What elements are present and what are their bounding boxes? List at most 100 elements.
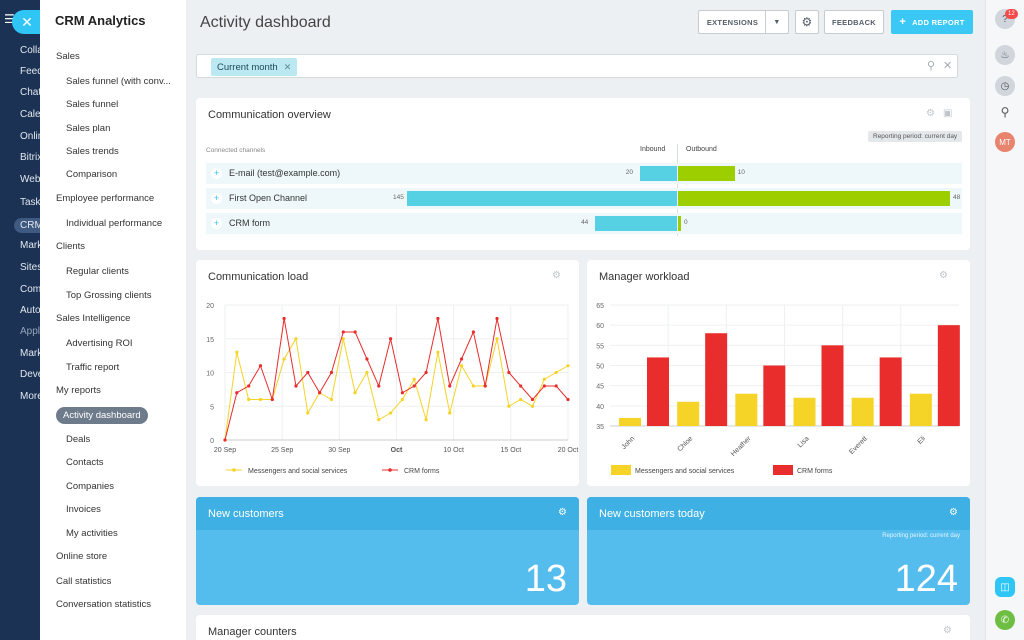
- clear-icon[interactable]: ✕: [943, 60, 953, 72]
- feedback-button[interactable]: FEEDBACK: [824, 10, 884, 34]
- sidebar-item-deals[interactable]: Deals: [66, 434, 91, 445]
- notifications-button[interactable]: ♨: [995, 45, 1015, 65]
- manager-workload-card: Manager workload ⚙ 35 40 45 50 55 60 65 John Chl…: [587, 260, 970, 486]
- filter-chip[interactable]: Current month ✕: [211, 58, 298, 76]
- main-menu-item[interactable]: Comm: [20, 284, 40, 295]
- gear-icon[interactable]: ⚙: [926, 108, 935, 119]
- data-point: [530, 397, 535, 402]
- sidebar-item-sales-funnel-with-conv[interactable]: Sales funnel (with conv...: [66, 76, 171, 87]
- settings-button[interactable]: ⚙: [795, 10, 819, 34]
- communication-load-title: Communication load: [208, 271, 309, 283]
- main-menu-item[interactable]: Appl: [20, 326, 40, 337]
- sidebar-item-regular-clients[interactable]: Regular clients: [66, 266, 129, 277]
- sidebar-item-advertising-roi[interactable]: Advertising ROI: [66, 338, 133, 349]
- bar: [909, 393, 932, 426]
- data-point: [377, 418, 381, 422]
- data-point: [448, 411, 452, 415]
- sidebar-item-employee-performance[interactable]: Employee performance: [56, 193, 155, 204]
- sidebar-item-contacts[interactable]: Contacts: [66, 457, 104, 468]
- add-report-button[interactable]: + ADD REPORT: [891, 10, 973, 34]
- inbound-value: 145: [393, 194, 404, 201]
- main-menu-item[interactable]: Auto: [20, 305, 40, 316]
- timeman-button[interactable]: ◷: [995, 76, 1015, 96]
- phone-button[interactable]: ✆: [995, 610, 1015, 630]
- gear-icon[interactable]: ⚙: [949, 507, 958, 518]
- search-icon[interactable]: ⚲: [927, 60, 936, 72]
- sidebar-item-traffic-report[interactable]: Traffic report: [66, 362, 120, 373]
- legend-swatch: [773, 465, 793, 475]
- sidebar-item-sales-intelligence[interactable]: Sales Intelligence: [56, 313, 131, 324]
- sidebar-item-sales[interactable]: Sales: [56, 51, 80, 62]
- legend-swatch: [611, 465, 631, 475]
- data-point: [507, 370, 511, 375]
- main-menu-item[interactable]: Tasks: [20, 197, 40, 208]
- card-header: [587, 497, 970, 530]
- gear-icon[interactable]: ⚙: [552, 270, 561, 281]
- search-icon: ⚲: [1000, 105, 1010, 119]
- gear-icon[interactable]: ⚙: [558, 507, 567, 518]
- phone-icon: ✆: [1000, 614, 1010, 626]
- main-menu-item[interactable]: Bitrix: [20, 152, 40, 163]
- sidebar-item-my-reports[interactable]: My reports: [56, 385, 101, 396]
- camera-icon[interactable]: ▣: [943, 108, 953, 119]
- close-menu-button[interactable]: ✕: [12, 10, 40, 34]
- sidebar-item-online-store[interactable]: Online store: [56, 551, 108, 562]
- data-point: [388, 411, 393, 415]
- main-menu-item[interactable]: Mark: [20, 240, 40, 251]
- legend-label: CRM forms: [404, 468, 440, 475]
- channel-row[interactable]: + First Open Channel 145 48: [206, 188, 962, 209]
- main-menu-item[interactable]: More: [20, 391, 40, 402]
- main-menu-item[interactable]: Feed: [20, 66, 40, 77]
- sidebar-item-sales-trends[interactable]: Sales trends: [66, 146, 119, 157]
- y-tick-label: 40: [596, 404, 604, 411]
- main-menu-item[interactable]: Chat: [20, 87, 40, 98]
- sidebar-item-top-grossing-clients[interactable]: Top Grossing clients: [66, 290, 152, 301]
- sidebar-item-sales-plan[interactable]: Sales plan: [66, 123, 111, 134]
- gear-icon[interactable]: ⚙: [939, 270, 948, 281]
- channel-row[interactable]: + CRM form 44 0: [206, 213, 962, 234]
- connected-channels-label: Connected channels: [206, 147, 266, 154]
- data-point: [495, 316, 499, 321]
- channel-row[interactable]: + E-mail (test@example.com) 20 10: [206, 163, 962, 184]
- extensions-dropdown[interactable]: ▼: [765, 10, 789, 34]
- data-point: [258, 397, 263, 402]
- sidebar-item-companies[interactable]: Companies: [66, 481, 115, 492]
- bar: [851, 397, 874, 426]
- gear-icon[interactable]: ⚙: [943, 625, 952, 636]
- open-lines-button[interactable]: ◫: [995, 577, 1015, 597]
- menu-icon[interactable]: ☰: [4, 12, 15, 26]
- remove-chip-icon[interactable]: ✕: [283, 62, 292, 72]
- channel-label: E-mail (test@example.com): [229, 168, 341, 178]
- data-point: [436, 316, 440, 321]
- data-point: [412, 377, 416, 381]
- data-point: [258, 364, 263, 368]
- avatar[interactable]: MT: [995, 132, 1015, 152]
- expand-icon[interactable]: +: [211, 218, 222, 229]
- sidebar-item-clients[interactable]: Clients: [56, 241, 86, 252]
- data-point: [412, 384, 416, 388]
- main-menu-item[interactable]: Calen: [20, 109, 40, 120]
- sidebar-item-conversation-statistics[interactable]: Conversation statistics: [56, 599, 152, 610]
- main-menu-item[interactable]: Sites: [20, 262, 40, 273]
- sidebar-item-sales-funnel[interactable]: Sales funnel: [66, 99, 119, 110]
- main-menu-item[interactable]: Onlin: [20, 131, 40, 142]
- sidebar-item-activity-dashboard[interactable]: Activity dashboard: [56, 407, 148, 424]
- filter-bar[interactable]: Current month ✕ ⚲ ✕: [196, 54, 958, 78]
- expand-icon[interactable]: +: [211, 193, 222, 204]
- y-tick-label: 60: [596, 323, 604, 330]
- sidebar-item-my-activities[interactable]: My activities: [66, 528, 118, 539]
- main-menu-item[interactable]: CRM: [14, 218, 40, 233]
- main-menu-item[interactable]: Colla: [20, 45, 40, 56]
- main-menu-item[interactable]: Deve: [20, 369, 40, 380]
- extensions-button[interactable]: EXTENSIONS: [698, 10, 766, 34]
- sidebar-item-individual-performance[interactable]: Individual performance: [66, 218, 163, 229]
- sidebar-item-invoices[interactable]: Invoices: [66, 504, 101, 515]
- data-point: [448, 384, 452, 388]
- main-menu-item[interactable]: Web: [20, 174, 40, 185]
- expand-icon[interactable]: +: [211, 168, 222, 179]
- search-button[interactable]: ⚲: [995, 102, 1015, 122]
- sidebar-item-call-statistics[interactable]: Call statistics: [56, 576, 112, 587]
- sidebar-item-comparison[interactable]: Comparison: [66, 169, 118, 180]
- main-menu-item[interactable]: Mark: [20, 348, 40, 359]
- data-point: [318, 391, 322, 395]
